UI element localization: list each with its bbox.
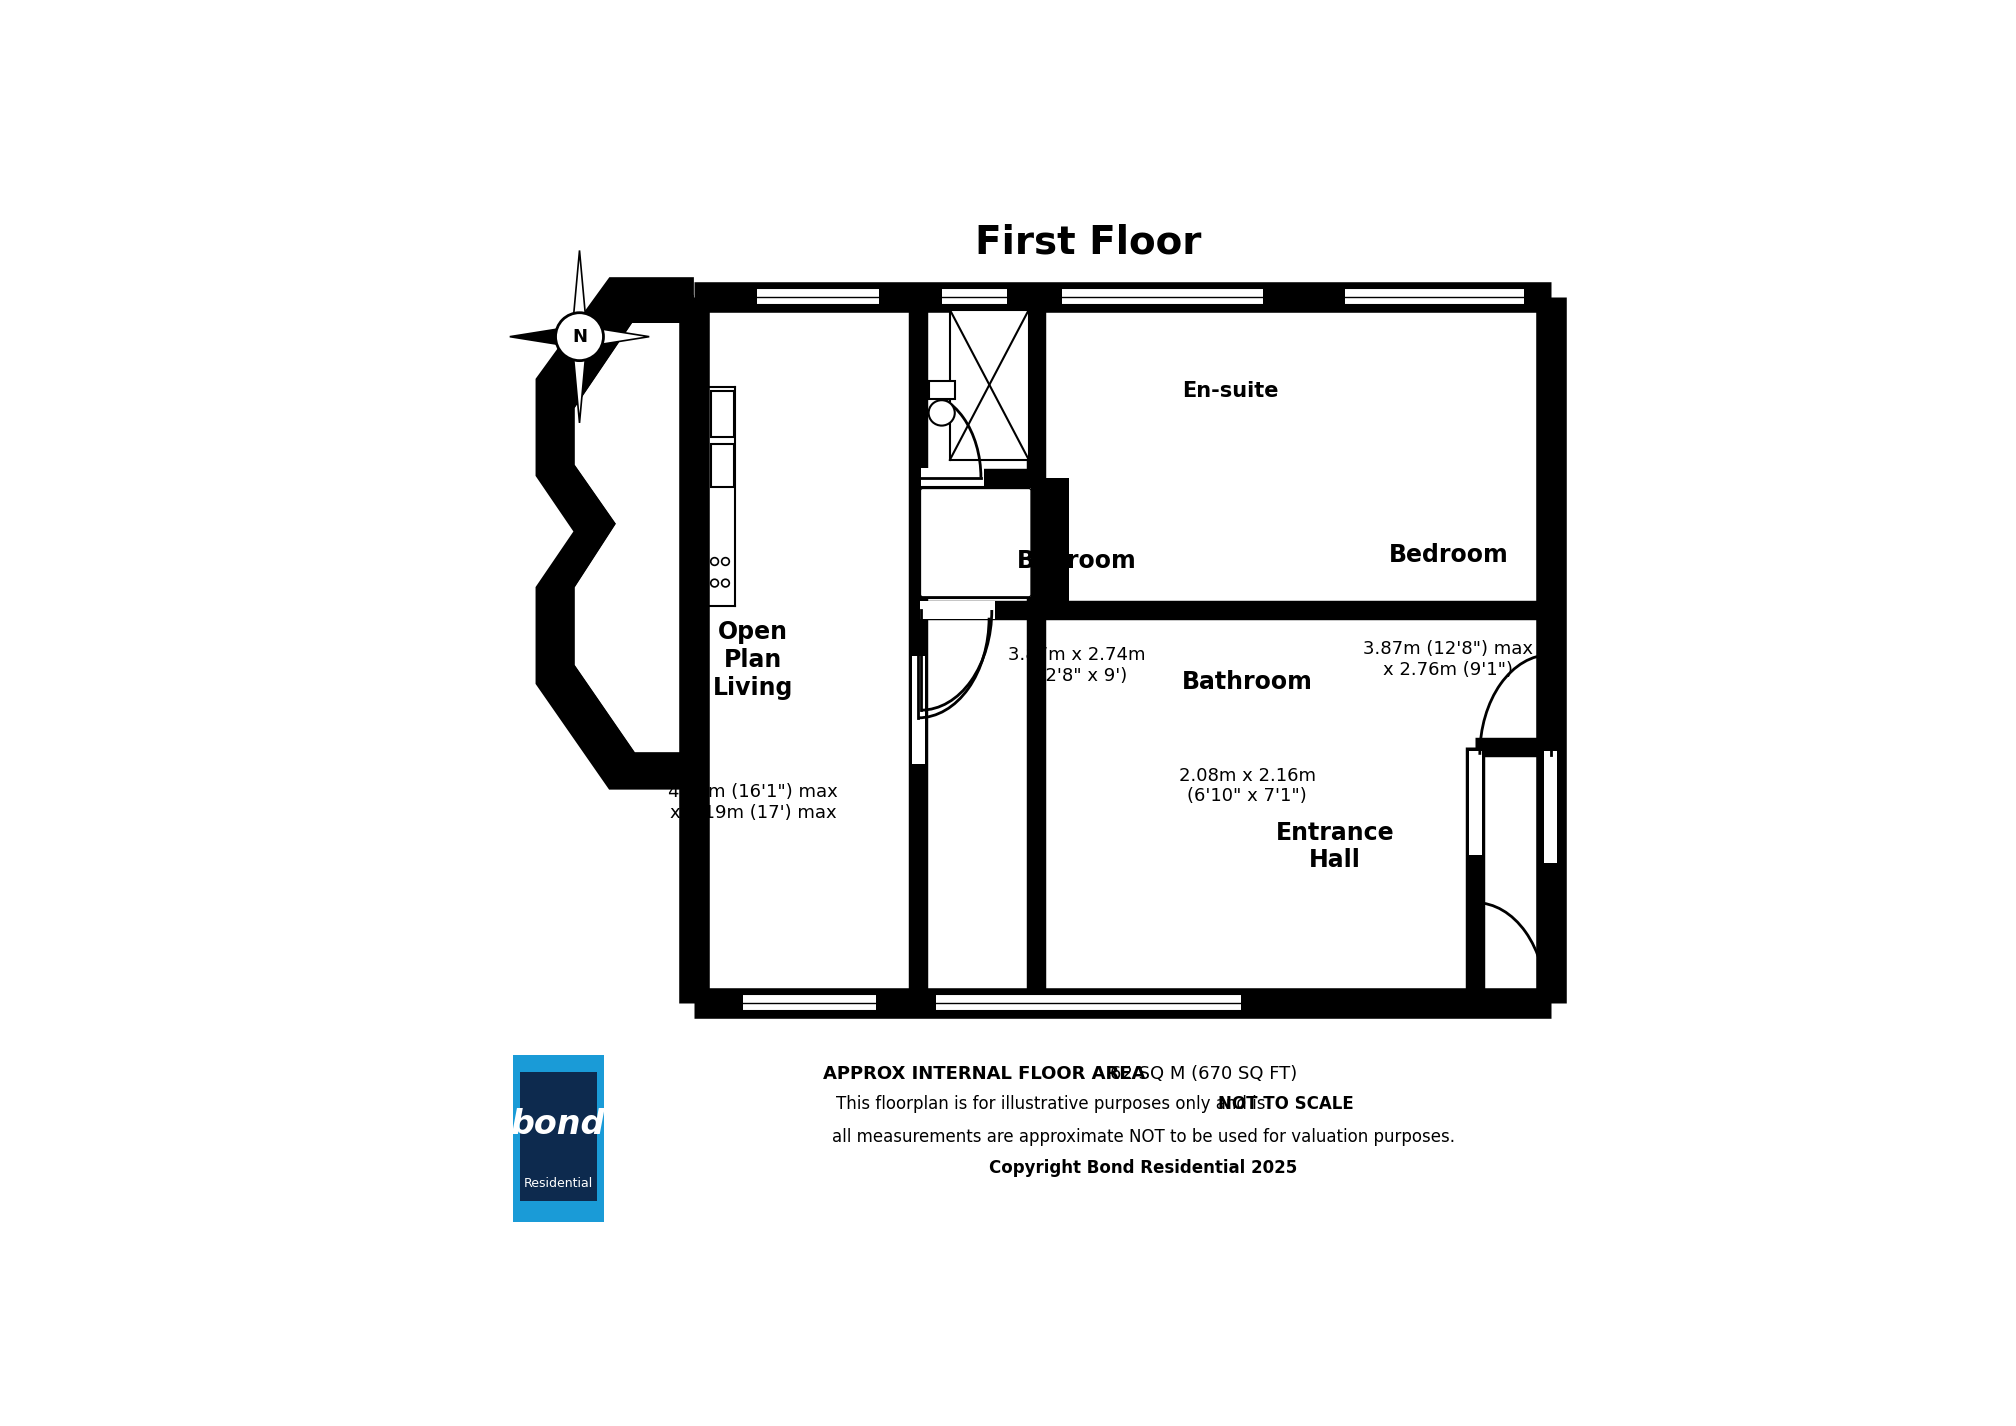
Ellipse shape	[929, 401, 956, 425]
Bar	[1062, 288, 1264, 305]
Bar	[919, 600, 994, 619]
Text: This floorplan is for illustrative purposes only and is: This floorplan is for illustrative purpo…	[835, 1095, 1270, 1114]
Polygon shape	[573, 297, 694, 754]
Bar	[1544, 752, 1556, 863]
Text: NOT TO SCALE: NOT TO SCALE	[1218, 1095, 1353, 1114]
Text: Copyright Bond Residential 2025: Copyright Bond Residential 2025	[990, 1159, 1296, 1176]
Bar	[756, 288, 879, 305]
Bar	[946, 501, 972, 519]
Bar	[929, 381, 956, 399]
Bar	[911, 656, 925, 764]
Bar	[1034, 478, 1068, 610]
Bar	[1470, 752, 1482, 854]
Bar	[919, 600, 984, 619]
Bar	[512, 1055, 605, 1222]
Bar	[712, 391, 734, 436]
Bar	[994, 532, 1020, 565]
Bar	[712, 445, 734, 486]
Text: Bedroom: Bedroom	[1018, 549, 1137, 573]
Bar	[919, 486, 1032, 599]
Polygon shape	[510, 325, 579, 348]
Bar	[710, 386, 734, 606]
FancyBboxPatch shape	[921, 489, 1030, 597]
Bar	[950, 309, 1028, 459]
Polygon shape	[579, 325, 649, 348]
Text: Residential: Residential	[524, 1178, 593, 1191]
Polygon shape	[573, 251, 587, 337]
Polygon shape	[554, 297, 694, 770]
Circle shape	[556, 312, 603, 361]
Text: Bathroom: Bathroom	[1181, 670, 1312, 693]
Bar	[950, 309, 1028, 459]
Ellipse shape	[946, 519, 972, 545]
Text: 4.90m (16'1") max
x 5.19m (17') max: 4.90m (16'1") max x 5.19m (17') max	[669, 783, 839, 821]
Text: 62 SQ M (670 SQ FT): 62 SQ M (670 SQ FT)	[1109, 1065, 1296, 1082]
Text: APPROX INTERNAL FLOOR AREA: APPROX INTERNAL FLOOR AREA	[823, 1065, 1145, 1082]
Polygon shape	[573, 297, 694, 754]
Bar	[1345, 288, 1524, 305]
Bar	[921, 468, 984, 486]
Text: Entrance
Hall: Entrance Hall	[1276, 820, 1395, 873]
Bar	[744, 994, 877, 1011]
Text: Bedroom: Bedroom	[1389, 543, 1508, 568]
Text: Open
Plan
Living: Open Plan Living	[714, 620, 794, 700]
Bar	[520, 1072, 597, 1201]
Bar	[694, 297, 1550, 1002]
Text: 3.87m (12'8") max
x 2.76m (9'1"): 3.87m (12'8") max x 2.76m (9'1")	[1363, 640, 1534, 679]
Text: 2.08m x 2.16m
(6'10" x 7'1"): 2.08m x 2.16m (6'10" x 7'1")	[1179, 767, 1316, 806]
Polygon shape	[573, 337, 587, 424]
Polygon shape	[554, 297, 694, 770]
Text: 3.87m x 2.74m
(12'8" x 9'): 3.87m x 2.74m (12'8" x 9')	[1008, 646, 1145, 684]
Text: all measurements are approximate NOT to be used for valuation purposes.: all measurements are approximate NOT to …	[831, 1128, 1454, 1147]
Text: bond: bond	[512, 1108, 605, 1141]
Text: En-suite: En-suite	[1183, 381, 1278, 401]
Bar	[935, 994, 1242, 1011]
Text: First Floor: First Floor	[976, 224, 1202, 261]
Text: N: N	[573, 328, 587, 345]
Bar	[941, 288, 1008, 305]
